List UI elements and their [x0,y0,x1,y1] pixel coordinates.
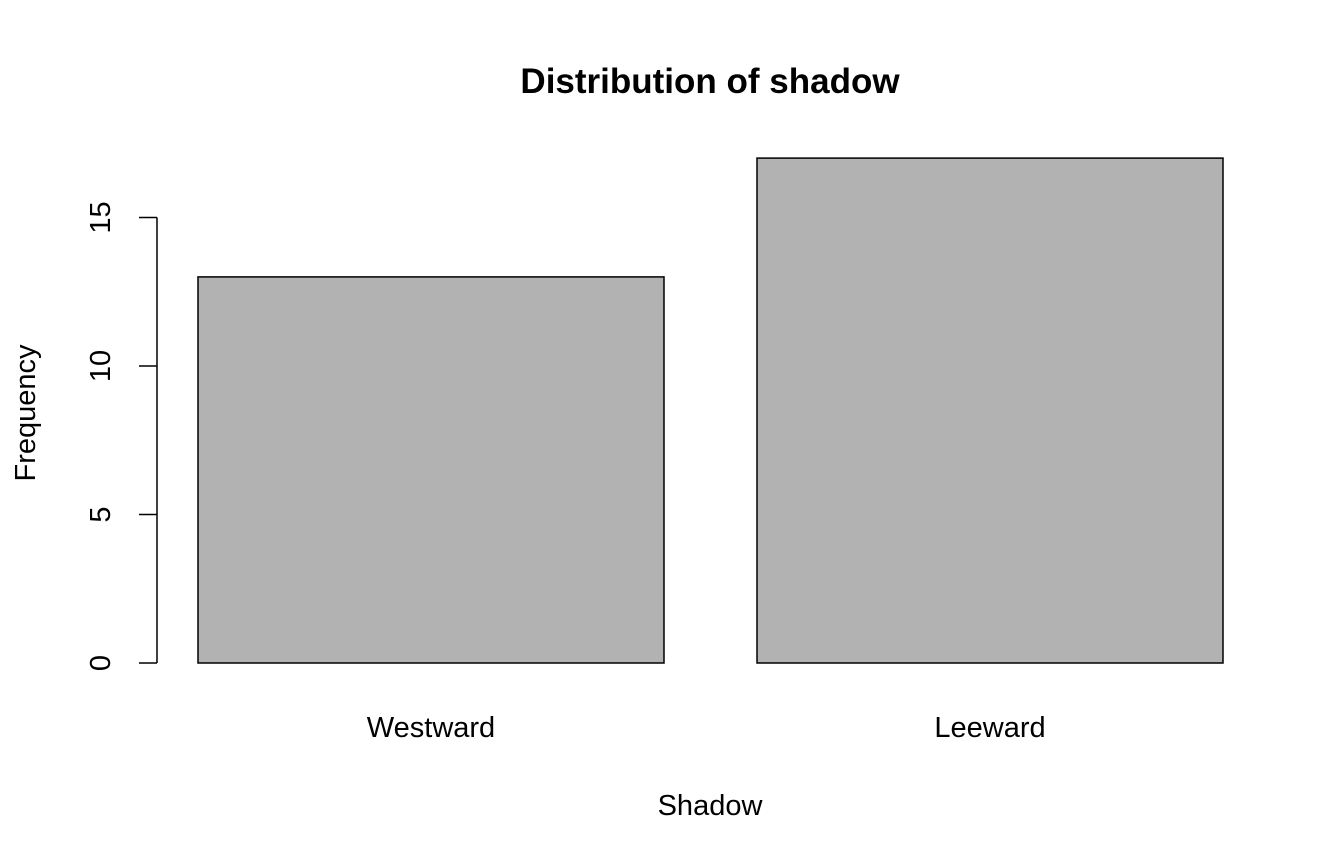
x-category-labels: Westward Leeward [367,712,1046,744]
bars-layer [197,157,1224,664]
category-label-westward: Westward [367,712,495,744]
category-label-leeward: Leeward [934,712,1045,744]
y-tick-label-10: 10 [85,350,117,382]
y-tick-label-5: 5 [85,506,117,522]
bar-westward [197,276,665,664]
y-axis-label: Frequency [10,344,42,482]
y-tick-label-0: 0 [85,655,117,671]
chart-title: Distribution of shadow [520,62,900,101]
bar-leeward [756,157,1224,664]
y-tick-label-15: 15 [85,201,117,233]
y-axis: 0 5 10 15 [85,201,158,671]
x-axis-label: Shadow [658,790,764,822]
